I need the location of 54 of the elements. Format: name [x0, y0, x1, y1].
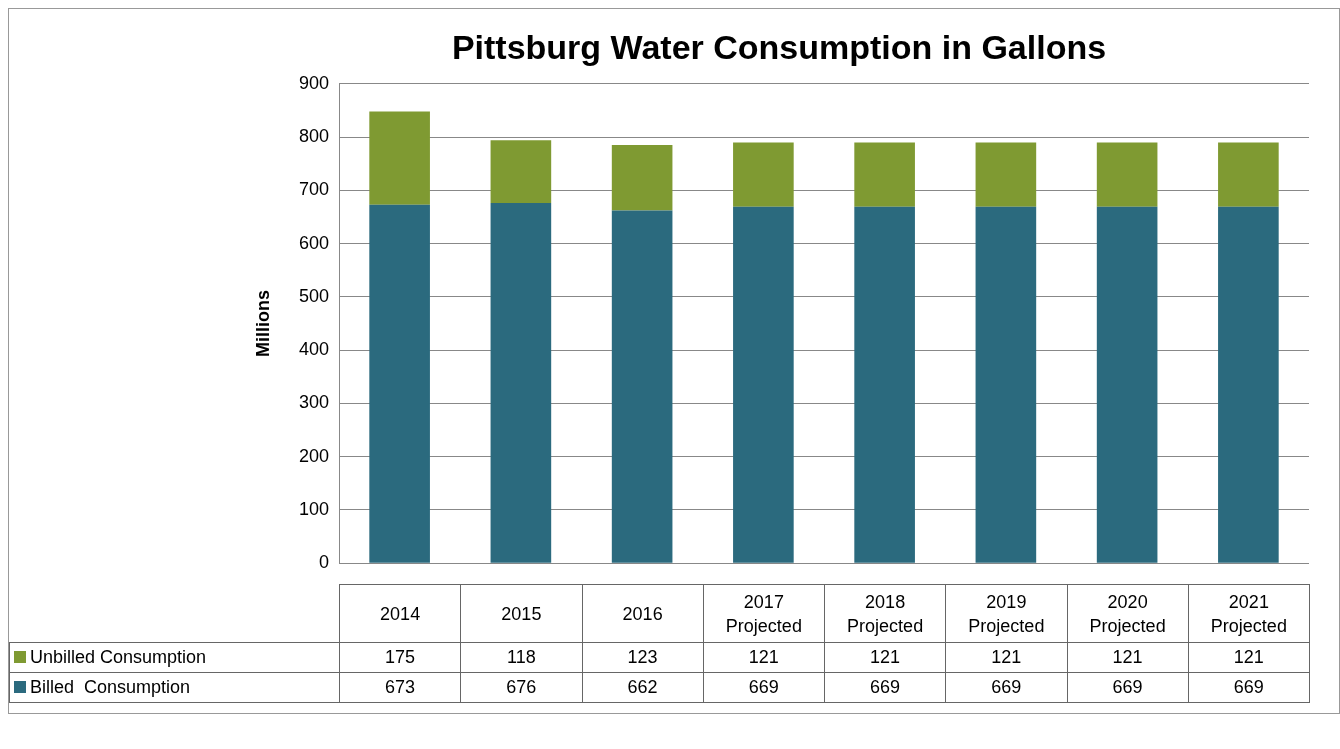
- data-label: 121: [703, 642, 825, 673]
- bar: [1096, 142, 1158, 207]
- data-label: 673: [339, 672, 461, 703]
- bar: [369, 111, 430, 205]
- x-tick-label: 2017 Projected: [724, 590, 803, 638]
- legend-label: Unbilled Consumption: [30, 647, 207, 667]
- y-axis-title: Millions: [252, 290, 273, 357]
- bar: [1096, 206, 1158, 563]
- data-label: 669: [1188, 672, 1310, 703]
- y-tick-label: 400: [298, 339, 329, 360]
- data-label: 669: [1067, 672, 1189, 703]
- bar: [975, 142, 1037, 207]
- data-label: 121: [945, 642, 1067, 673]
- data-label: 121: [824, 642, 946, 673]
- x-tick-label: 2015: [500, 602, 543, 626]
- data-label: 669: [703, 672, 825, 703]
- bar: [854, 206, 915, 563]
- data-label: 662: [582, 672, 704, 703]
- bar: [733, 142, 794, 207]
- data-label: 676: [460, 672, 582, 703]
- bar: [1218, 206, 1279, 563]
- data-label: 669: [824, 672, 946, 703]
- data-label: 121: [1188, 642, 1310, 673]
- bar: [369, 204, 430, 563]
- y-tick-label: 900: [298, 72, 329, 93]
- y-tick-label: 800: [298, 126, 329, 147]
- data-label: 175: [339, 642, 461, 673]
- bar: [975, 206, 1037, 563]
- y-tick-label: 100: [298, 498, 329, 519]
- x-tick-label: 2021 Projected: [1209, 590, 1288, 638]
- chart-title: Pittsburg Water Consumption in Gallons: [451, 27, 1107, 66]
- y-tick-label: 0: [318, 552, 329, 573]
- x-tick-label: 2018 Projected: [846, 590, 925, 638]
- bar: [490, 203, 552, 563]
- y-tick-label: 300: [298, 392, 329, 413]
- x-tick-label: 2020 Projected: [1088, 590, 1167, 638]
- y-tick-label: 700: [298, 179, 329, 200]
- y-tick-label: 600: [298, 232, 329, 253]
- data-label: 123: [582, 642, 704, 673]
- y-tick-label: 200: [298, 445, 329, 466]
- bar: [490, 140, 552, 204]
- x-tick-label: 2016: [621, 602, 664, 626]
- bar: [733, 206, 794, 563]
- x-tick-label: 2014: [379, 602, 422, 626]
- data-label: 118: [460, 642, 582, 673]
- bar: [611, 210, 673, 563]
- data-label: 121: [1067, 642, 1189, 673]
- y-tick-label: 500: [298, 285, 329, 306]
- bar: [611, 145, 673, 211]
- x-tick-label: 2019 Projected: [967, 590, 1046, 638]
- bar: [854, 142, 915, 207]
- legend-label: Billed Consumption: [30, 677, 191, 697]
- data-label: 669: [945, 672, 1067, 703]
- bar: [1218, 142, 1279, 207]
